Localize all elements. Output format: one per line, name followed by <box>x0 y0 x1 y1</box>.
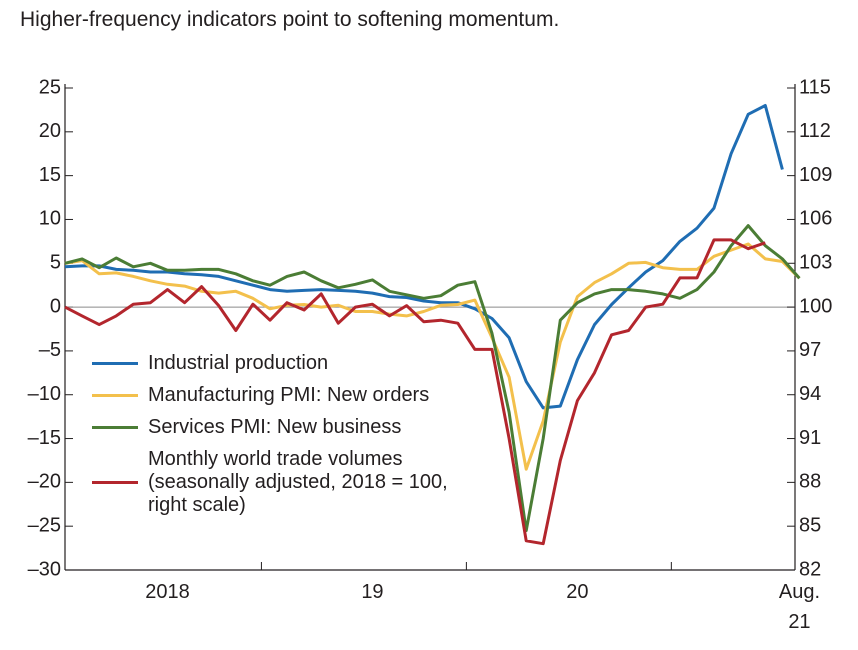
y-tick-label: –10 <box>28 383 61 405</box>
legend-entry: Industrial production <box>92 352 452 375</box>
legend-label: Industrial production <box>148 352 329 374</box>
legend: Industrial production Manufacturing PMI: … <box>92 352 452 526</box>
y-tick-label: 15 <box>39 164 61 186</box>
y2-tick-label: 103 <box>799 252 832 274</box>
x-tick-label: 19 <box>361 581 384 603</box>
y-tick-label: 25 <box>39 76 61 98</box>
y-tick-label: –15 <box>28 427 61 449</box>
legend-label: Monthly world trade volumes (seasonally … <box>148 448 448 516</box>
chart-title: Higher-frequency indicators point to sof… <box>20 8 560 31</box>
legend-swatch <box>92 362 138 365</box>
legend-swatch <box>92 481 138 484</box>
y-tick-label: –30 <box>28 558 61 580</box>
y-tick-label: 20 <box>39 120 61 142</box>
y-tick-label: 10 <box>39 208 61 230</box>
y-tick-label: –20 <box>28 471 61 493</box>
y-tick-label: –25 <box>28 514 61 536</box>
series-line <box>64 104 784 410</box>
y2-tick-label: 106 <box>799 208 832 230</box>
legend-swatch <box>92 394 138 397</box>
y2-tick-label: 109 <box>799 164 832 186</box>
legend-swatch <box>92 426 138 429</box>
x-tick-label: Aug. 21 <box>778 581 821 633</box>
legend-entry: Manufacturing PMI: New orders <box>92 384 452 407</box>
y-tick-label: –5 <box>39 339 61 361</box>
legend-label: Manufacturing PMI: New orders <box>148 384 430 406</box>
x-tick-label: 2018 <box>145 581 190 603</box>
series-line <box>64 242 801 471</box>
legend-label: Services PMI: New business <box>148 416 402 438</box>
y-tick-label: 5 <box>50 252 61 274</box>
series-line <box>64 224 801 533</box>
y2-tick-label: 97 <box>799 339 821 361</box>
y2-tick-label: 82 <box>799 558 821 580</box>
legend-entry: Services PMI: New business <box>92 416 452 439</box>
legend-entry: Monthly world trade volumes (seasonally … <box>92 448 452 517</box>
y2-tick-label: 115 <box>799 76 831 98</box>
y2-tick-label: 94 <box>799 383 821 405</box>
y2-tick-label: 88 <box>799 471 821 493</box>
y2-tick-label: 112 <box>799 120 831 142</box>
y-tick-label: 0 <box>50 295 61 317</box>
y2-tick-label: 85 <box>799 514 821 536</box>
x-tick-label: 20 <box>566 581 589 603</box>
y2-tick-label: 100 <box>799 295 832 317</box>
y2-tick-label: 91 <box>799 427 821 449</box>
series-line <box>64 238 766 546</box>
